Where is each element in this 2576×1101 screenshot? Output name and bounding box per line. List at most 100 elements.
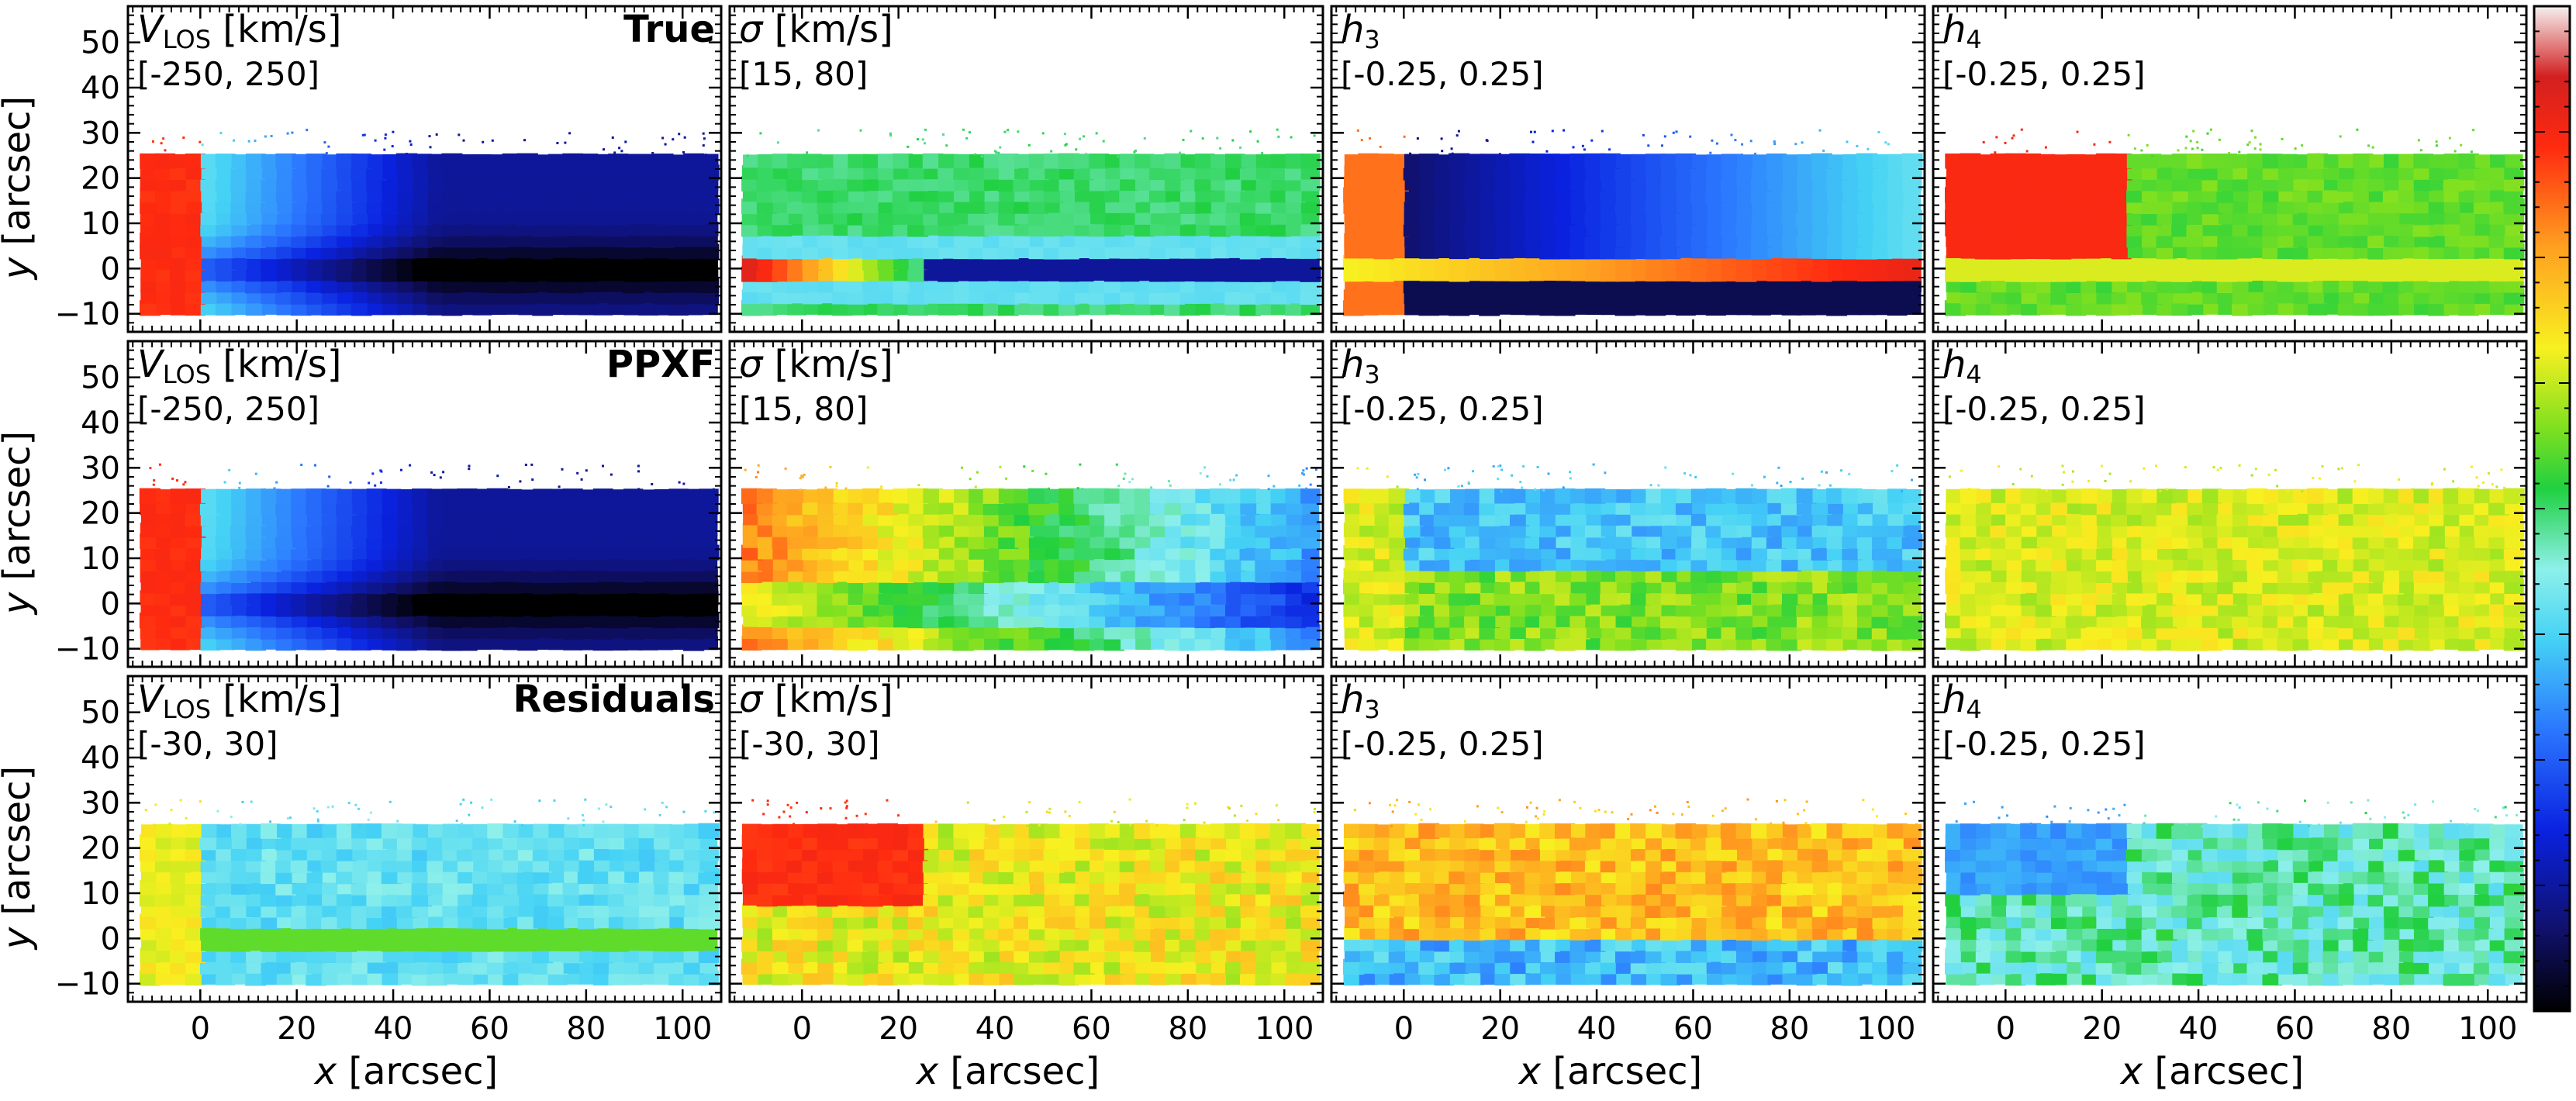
panel-quantity-label: VLOS [km/s]	[137, 8, 341, 54]
map-point	[2435, 140, 2438, 143]
map-bin	[156, 199, 174, 213]
map-point	[1672, 131, 1675, 134]
map-bin	[1135, 278, 1154, 292]
map-bin	[1255, 165, 1275, 180]
map-bin	[908, 154, 927, 168]
map-bin	[563, 233, 582, 247]
map-bin	[397, 301, 416, 316]
map-bin	[245, 154, 266, 169]
map-bin	[1014, 211, 1033, 225]
map-bin	[261, 222, 281, 236]
map-point	[1716, 142, 1718, 145]
map-point	[2108, 140, 2112, 143]
map-point	[201, 143, 204, 147]
map-bin	[669, 188, 689, 202]
map-point	[1675, 130, 1678, 133]
map-bin	[938, 233, 958, 248]
map-bin	[654, 244, 673, 259]
map-point	[1533, 130, 1536, 133]
map-point	[153, 479, 156, 482]
map-bin	[277, 211, 295, 225]
map-bin	[170, 209, 191, 226]
map-point	[1486, 140, 1489, 142]
map-point	[1647, 144, 1650, 147]
y-tick-label: 40	[81, 406, 120, 441]
map-bin	[336, 187, 357, 203]
map-bin	[685, 256, 703, 270]
map-point	[1531, 140, 1535, 143]
map-bin	[261, 267, 281, 281]
map-bin	[802, 154, 822, 169]
map-bin	[818, 256, 837, 270]
map-point	[1455, 134, 1459, 137]
map-point	[171, 477, 174, 480]
map-bin	[1165, 278, 1184, 293]
map-point	[2248, 141, 2251, 144]
map-bin	[968, 176, 989, 192]
map-bin	[802, 233, 822, 248]
map-point	[682, 482, 685, 485]
map-bin	[337, 290, 356, 304]
map-point	[430, 471, 433, 474]
map-bin	[367, 188, 386, 202]
map-point	[1977, 154, 1980, 157]
map-bin	[1300, 488, 1321, 504]
map-bin	[772, 256, 792, 271]
map-bin	[984, 210, 1003, 225]
map-bin	[594, 233, 613, 247]
map-point	[1642, 133, 1645, 136]
map-bin	[788, 222, 806, 236]
map-bin	[428, 177, 446, 191]
map-point	[2044, 146, 2047, 149]
map-point	[2192, 129, 2195, 133]
map-point	[462, 139, 465, 142]
map-bin	[276, 176, 296, 192]
map-point	[326, 485, 330, 488]
map-point	[368, 154, 371, 157]
map-bin	[879, 278, 897, 292]
map-bin	[1134, 301, 1155, 316]
map-bin	[818, 267, 837, 281]
map-bin	[818, 165, 837, 179]
map-point	[1740, 154, 1743, 157]
map-bin	[954, 199, 972, 213]
map-bin	[487, 243, 508, 260]
map-point	[2140, 149, 2143, 152]
map-bin	[1300, 154, 1321, 169]
map-bin	[1165, 188, 1184, 202]
map-bin	[833, 210, 851, 225]
map-bin	[215, 198, 236, 214]
map-bin	[1300, 199, 1321, 214]
map-bin	[1209, 209, 1231, 226]
map-bin	[1286, 244, 1305, 259]
map-bin	[609, 233, 628, 247]
map-bin	[1103, 278, 1124, 293]
map-point	[160, 142, 163, 145]
map-point	[496, 475, 499, 478]
map-bin	[1149, 255, 1170, 271]
map-bin	[397, 278, 416, 293]
map-point	[1150, 486, 1153, 489]
map-bin	[337, 278, 356, 292]
map-bin	[563, 210, 582, 225]
map-bin	[1165, 233, 1185, 248]
map-bin	[863, 176, 882, 192]
map-point	[531, 478, 534, 481]
map-bin	[698, 198, 720, 215]
map-bin	[623, 154, 644, 169]
map-bin	[201, 244, 220, 259]
map-bin	[698, 243, 720, 260]
map-point	[409, 464, 412, 467]
map-bin	[247, 222, 264, 236]
map-point	[530, 463, 534, 466]
map-bin	[939, 199, 957, 213]
map-bin	[1211, 290, 1229, 304]
map-point	[2417, 139, 2420, 142]
map-bin	[442, 266, 462, 282]
map-point	[435, 133, 438, 136]
map-bin	[684, 177, 703, 191]
map-bin	[2505, 154, 2523, 168]
map-bin	[201, 267, 219, 281]
map-bin	[1089, 165, 1109, 180]
map-point	[576, 471, 579, 475]
